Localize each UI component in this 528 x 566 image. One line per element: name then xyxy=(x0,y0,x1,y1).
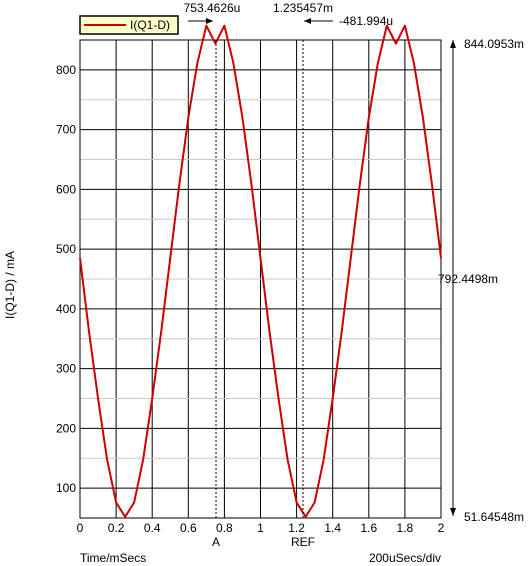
y-tick-label: 400 xyxy=(56,302,76,316)
cursor-a-label: A xyxy=(212,535,220,549)
y-tick-label: 300 xyxy=(56,362,76,376)
tick-labels: 0 0.2 0.4 0.6 0.8 1 1.2 1.4 1.6 1.8 2 100 200 300 400 5… xyxy=(56,63,445,535)
readout-cursor-delta-time: -481.994u xyxy=(339,14,393,28)
x-tick-label: 1.6 xyxy=(360,521,377,535)
x-tick-label: 1.2 xyxy=(288,521,305,535)
x-axis-label: Time/mSecs xyxy=(80,551,146,565)
readout-cursor-a-time: 753.4626u xyxy=(184,1,241,15)
y-tick-label: 700 xyxy=(56,123,76,137)
grid xyxy=(79,40,442,518)
arrow-left-icon xyxy=(304,18,333,24)
vertical-double-arrow-icon xyxy=(450,40,456,516)
x-tick-label: 1.8 xyxy=(397,521,414,535)
readout-max-value: 844.0953m xyxy=(464,37,524,51)
cursor-ref-label: REF xyxy=(291,535,315,549)
legend[interactable]: I(Q1-D) xyxy=(79,15,179,35)
x-tick-label: 0.8 xyxy=(216,521,233,535)
x-tick-label: 0.6 xyxy=(180,521,197,535)
x-tick-label: 1.4 xyxy=(324,521,341,535)
axes xyxy=(79,39,442,519)
x-tick-label: 0.4 xyxy=(144,521,161,535)
legend-box xyxy=(79,15,179,35)
x-tick-label: 1 xyxy=(257,521,264,535)
readout-cursor-ref-time: 1.235457m xyxy=(273,1,333,15)
y-tick-label: 200 xyxy=(56,421,76,435)
readout-delta-value: 792.4498m xyxy=(438,272,498,286)
scale-label: 200uSecs/div xyxy=(369,551,441,565)
y-tick-label: 800 xyxy=(56,63,76,77)
x-tick-label: 0.2 xyxy=(108,521,125,535)
x-tick-label: 0 xyxy=(77,521,84,535)
y-tick-label: 500 xyxy=(56,242,76,256)
readout-min-value: 51.64548m xyxy=(464,510,524,524)
x-tick-label: 2 xyxy=(438,521,445,535)
legend-label: I(Q1-D) xyxy=(130,18,170,32)
y-tick-label: 100 xyxy=(56,481,76,495)
y-axis-label: I(Q1-D) / mA xyxy=(3,251,17,319)
series-layer xyxy=(79,24,442,518)
y-tick-label: 600 xyxy=(56,182,76,196)
plot-frame xyxy=(79,39,442,519)
arrow-right-icon xyxy=(188,18,213,24)
